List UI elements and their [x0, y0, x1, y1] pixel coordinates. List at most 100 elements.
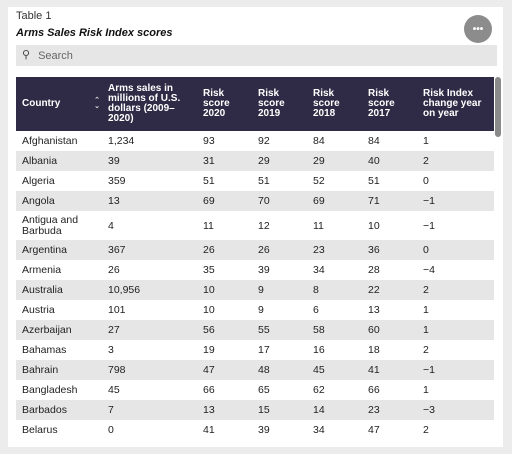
table-row: Angola 13 69 70 69 71 −1: [16, 191, 494, 211]
cell-country: Argentina: [22, 243, 67, 256]
cell-value: 1: [423, 324, 429, 336]
cell-value: 798: [108, 364, 126, 376]
cell-value: 66: [368, 384, 380, 396]
cell-country: Barbados: [22, 403, 67, 416]
cell-value: 9: [258, 284, 264, 296]
cell-value: 10: [368, 219, 380, 232]
column-header-label: Country: [22, 98, 61, 109]
cell-value: 9: [258, 304, 264, 316]
cell-value: 2: [423, 155, 429, 167]
cell-country: Austria: [22, 303, 55, 316]
cell-value: 39: [108, 155, 120, 167]
column-header-risk-2018[interactable]: Risk score 2018: [313, 88, 340, 119]
table-row: Albania 39 31 29 29 40 2: [16, 151, 494, 171]
cell-value: 35: [203, 264, 215, 276]
cell-value: 28: [368, 264, 380, 276]
cell-value: 62: [313, 384, 325, 396]
cell-value: −1: [423, 219, 435, 232]
sort-icon[interactable]: ⌃ ⌄: [94, 97, 100, 110]
cell-value: 359: [108, 175, 126, 187]
cell-value: 55: [258, 324, 270, 336]
cell-value: 13: [203, 404, 215, 416]
cell-value: 12: [258, 219, 270, 232]
cell-country: Bahrain: [22, 363, 59, 376]
table-row: Barbados 7 13 15 14 23 −3: [16, 400, 494, 420]
table-row: Austria 101 10 9 6 13 1: [16, 300, 494, 320]
cell-value: 4: [108, 219, 114, 232]
search-input[interactable]: [38, 49, 479, 62]
cell-value: 71: [368, 195, 380, 207]
scrollbar-thumb[interactable]: [495, 77, 501, 137]
cell-value: 40: [368, 155, 380, 167]
column-header-risk-2017[interactable]: Risk score 2017: [368, 88, 395, 119]
cell-value: 13: [368, 304, 380, 316]
cell-value: 84: [368, 135, 380, 147]
cell-country: Armenia: [22, 263, 62, 276]
cell-value: 84: [313, 135, 325, 147]
cell-value: 93: [203, 135, 215, 147]
data-table: Country ⌃ ⌄ Arms sales in millions of U.S…: [16, 77, 494, 440]
cell-value: 47: [368, 424, 380, 436]
cell-value: 18: [368, 344, 380, 356]
cell-value: −3: [423, 404, 435, 416]
cell-value: 34: [313, 424, 325, 436]
column-header-arms-sales[interactable]: Arms sales in millions of U.S. dollars (…: [108, 83, 181, 124]
column-header-risk-2019[interactable]: Risk score 2019: [258, 88, 285, 119]
cell-value: 66: [203, 384, 215, 396]
cell-value: 2: [423, 284, 429, 296]
cell-country: Australia: [22, 283, 63, 296]
cell-value: 69: [203, 195, 215, 207]
cell-value: 29: [313, 155, 325, 167]
table-row: Azerbaijan 27 56 55 58 60 1: [16, 320, 494, 340]
cell-value: 14: [313, 404, 325, 416]
column-header-risk-2020[interactable]: Risk score 2020: [203, 88, 230, 119]
cell-value: 41: [368, 364, 380, 376]
cell-value: 51: [258, 175, 270, 187]
cell-value: 48: [258, 364, 270, 376]
table-body: Afghanistan 1,234 93 92 84 84 1 Albania 39 31 29 29…: [16, 131, 494, 440]
cell-value: 0: [423, 175, 429, 187]
table-row: Belarus 0 41 39 34 47 2: [16, 420, 494, 440]
cell-value: 1: [423, 304, 429, 316]
cell-value: 26: [258, 244, 270, 256]
column-header-country[interactable]: Country ⌃ ⌄: [16, 77, 104, 131]
data-table-wrapper: Country ⌃ ⌄ Arms sales in millions of U.S…: [16, 77, 494, 440]
table-row: Australia 10,956 10 9 8 22 2: [16, 280, 494, 300]
cell-value: −1: [423, 364, 435, 376]
cell-value: 56: [203, 324, 215, 336]
table-row: Bahamas 3 19 17 16 18 2: [16, 340, 494, 360]
cell-value: 26: [203, 244, 215, 256]
cell-value: 39: [258, 424, 270, 436]
cell-value: 17: [258, 344, 270, 356]
vertical-scrollbar[interactable]: [495, 77, 501, 447]
table-row: Bahrain 798 47 48 45 41 −1: [16, 360, 494, 380]
search-icon: ⚲: [22, 49, 31, 61]
more-options-button[interactable]: •••: [464, 15, 492, 43]
cell-value: −4: [423, 264, 435, 276]
cell-value: 92: [258, 135, 270, 147]
table-row: Armenia 26 35 39 34 28 −4: [16, 260, 494, 280]
cell-value: 41: [203, 424, 215, 436]
cell-value: 65: [258, 384, 270, 396]
table-header-row: Country ⌃ ⌄ Arms sales in millions of U.S…: [16, 77, 494, 131]
column-header-risk-change[interactable]: Risk Index change year on year: [423, 88, 482, 119]
cell-value: 10: [203, 304, 215, 316]
cell-value: 16: [313, 344, 325, 356]
cell-value: 7: [108, 404, 114, 416]
cell-value: 1: [423, 135, 429, 147]
cell-value: 69: [313, 195, 325, 207]
cell-value: 39: [258, 264, 270, 276]
cell-value: 0: [423, 244, 429, 256]
cell-country: Albania: [22, 154, 58, 167]
cell-value: 36: [368, 244, 380, 256]
cell-value: 34: [313, 264, 325, 276]
cell-value: 1: [423, 384, 429, 396]
search-bar[interactable]: ⚲: [16, 45, 497, 66]
table-row: Bangladesh 45 66 65 62 66 1: [16, 380, 494, 400]
cell-value: 2: [423, 344, 429, 356]
cell-value: 10: [203, 284, 215, 296]
cell-value: 58: [313, 324, 325, 336]
cell-value: 1,234: [108, 135, 135, 147]
cell-value: 13: [108, 195, 120, 207]
cell-value: 51: [203, 175, 215, 187]
